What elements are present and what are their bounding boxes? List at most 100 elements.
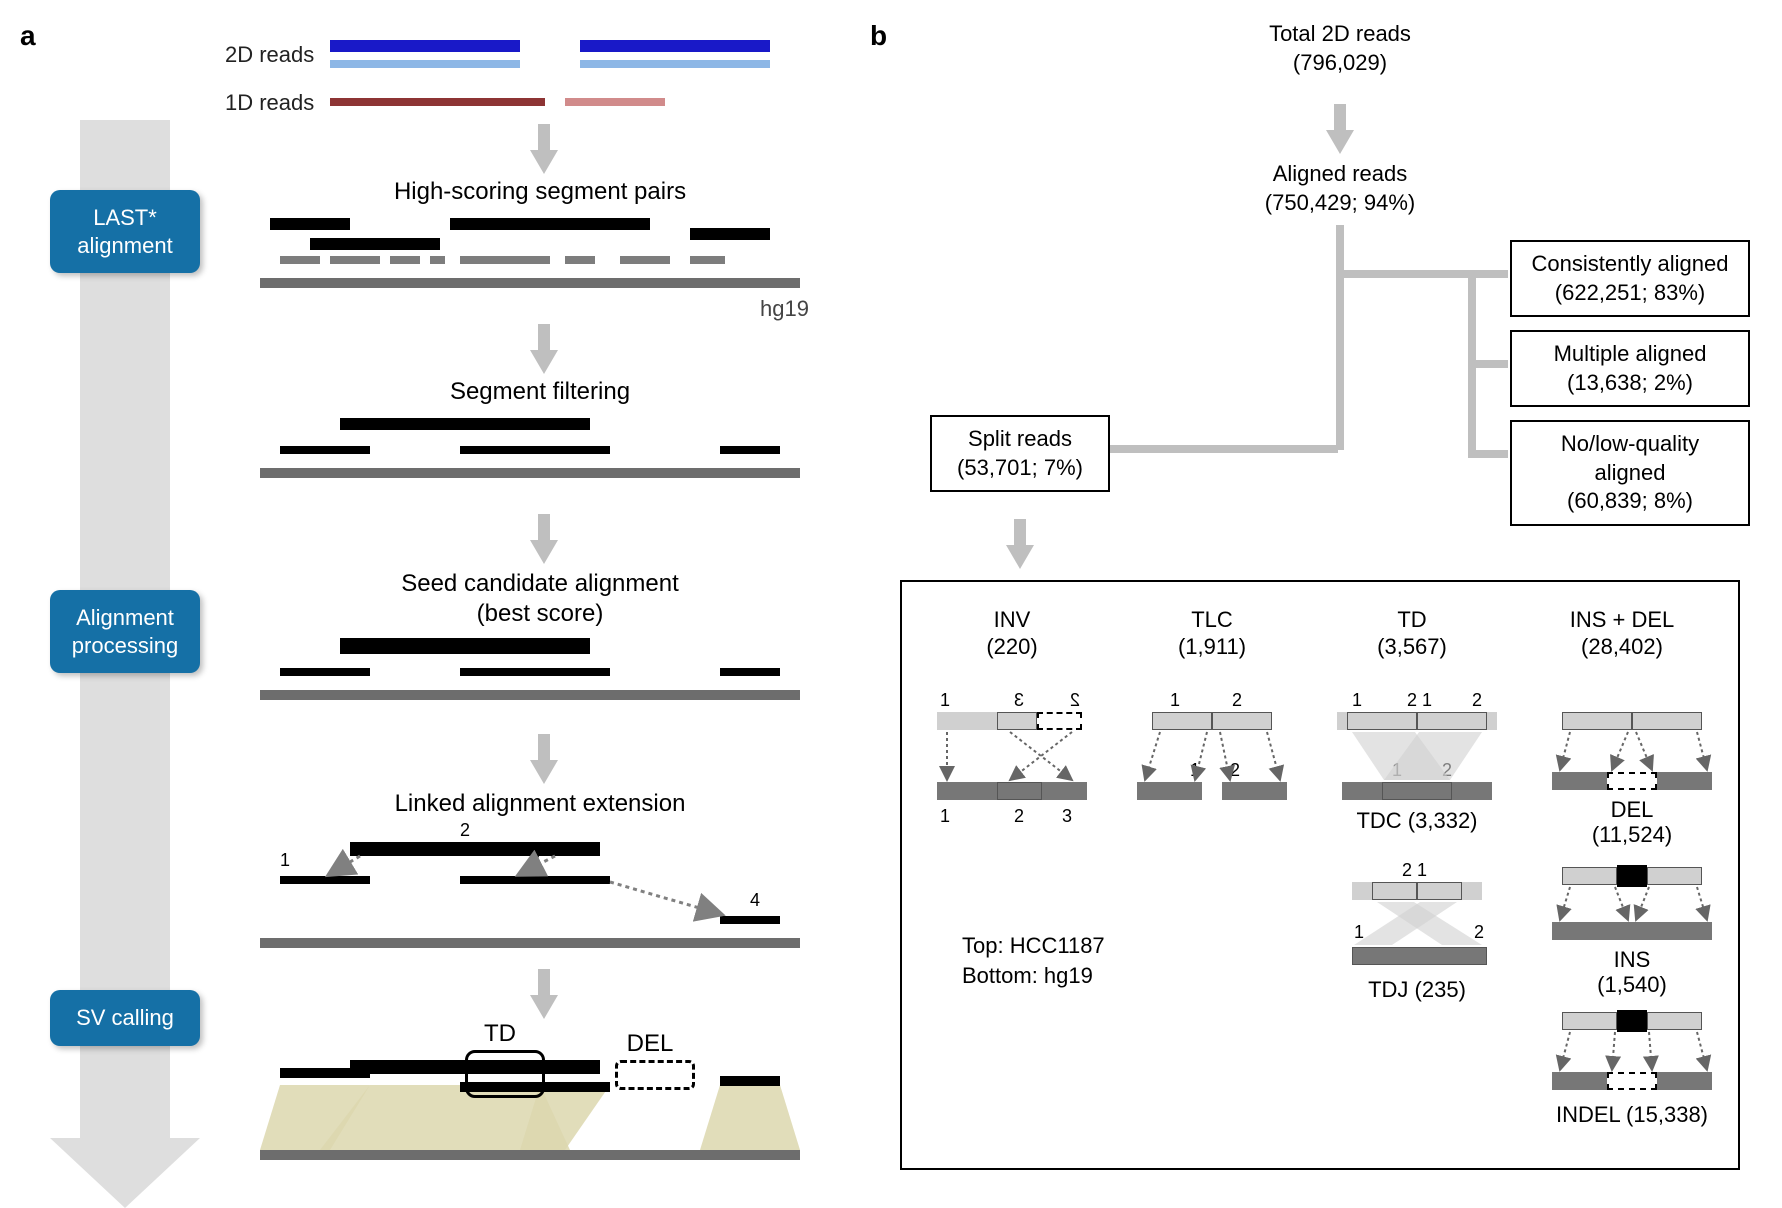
inv-bot-c [1042, 782, 1087, 800]
step-seed-l2: (best score) [280, 600, 800, 628]
inv-b2: 2 [1014, 806, 1024, 827]
read-2d-bot-right [580, 60, 770, 68]
filt-b3 [460, 446, 610, 454]
aligned-l2: (750,429; 94%) [1265, 190, 1415, 215]
step-sv-td: TD [460, 1020, 540, 1048]
svh-td: TD [1342, 607, 1482, 633]
aligned-l1: Aligned reads [1273, 161, 1408, 186]
step-hsp-title: High-scoring segment pairs [280, 178, 800, 206]
seed-b2 [280, 668, 370, 676]
tdc-label: TDC (3,332) [1342, 808, 1492, 834]
box-split: Split reads (53,701; 7%) [930, 415, 1110, 492]
tdj-top-tail-l [1352, 882, 1372, 900]
tlc-b2: 2 [1230, 760, 1240, 781]
arrow-3 [530, 540, 558, 564]
filt-b4 [720, 446, 780, 454]
indel-bot-dash [1607, 1072, 1657, 1090]
del-bot-b [1657, 772, 1712, 790]
seed-best [340, 638, 590, 654]
td-top-tail-r [1487, 712, 1497, 730]
step-sv-del: DEL [610, 1030, 690, 1058]
tdj-top-b [1417, 882, 1462, 900]
del-title: DEL [1562, 797, 1702, 823]
split-l1: Split reads [968, 426, 1072, 451]
del-dashed-box [615, 1060, 695, 1090]
tdj-top-a [1372, 882, 1417, 900]
linked-n4: 4 [750, 890, 760, 911]
hsp-g8 [690, 256, 725, 264]
conn-h2 [1468, 360, 1508, 368]
inv-bot-b [997, 782, 1042, 800]
ins-top-b [1647, 867, 1702, 885]
inv-top-dash [1037, 712, 1082, 730]
ins-title: INS [1562, 947, 1702, 973]
inv-t3: 3 [1014, 690, 1024, 711]
linked-b1 [350, 842, 600, 856]
hsp-g4 [430, 256, 445, 264]
badge-last: LAST*alignment [50, 190, 200, 273]
inv-t1: 1 [940, 690, 950, 711]
badge-align-proc: Alignmentprocessing [50, 590, 200, 673]
hsp-b4 [690, 228, 770, 240]
multiple-l2: (13,638; 2%) [1567, 370, 1693, 395]
indel-label: INDEL (15,338) [1542, 1102, 1722, 1128]
td-top-a [1347, 712, 1417, 730]
svc-insdel: (28,402) [1542, 634, 1702, 660]
tlc-t1: 1 [1170, 690, 1180, 711]
conn-h1 [1336, 270, 1476, 278]
tlc-top-b [1212, 712, 1272, 730]
td-b2: 2 [1442, 760, 1452, 781]
box-consistent: Consistently aligned (622,251; 83%) [1510, 240, 1750, 317]
read-2d-bot-left [330, 60, 520, 68]
badge-sv-calling-text: SV calling [76, 1005, 174, 1030]
del-count: (11,524) [1562, 822, 1702, 848]
panel-b: b Total 2D reads (796,029) Aligned reads… [870, 20, 1760, 1180]
tdj-b2: 2 [1474, 922, 1484, 943]
aligned-reads: Aligned reads (750,429; 94%) [1210, 160, 1470, 217]
td-t21: 2 1 [1407, 690, 1432, 711]
inv-t2: 2 [1070, 690, 1080, 711]
arrow-5 [530, 995, 558, 1019]
tdj-bot [1352, 947, 1487, 965]
panel-a: a LAST*alignment Alignmentprocessing SV … [20, 20, 840, 1180]
legend-1d: 1D reads [225, 90, 314, 116]
svh-inv: INV [942, 607, 1082, 633]
sv-b4 [720, 1076, 780, 1086]
step-filter-title: Segment filtering [280, 378, 800, 406]
panel-a-label: a [20, 20, 36, 52]
sv-legend-top: Top: HCC1187 [962, 932, 1182, 961]
conn-h1b [1468, 270, 1508, 278]
total-l2: (796,029) [1293, 50, 1387, 75]
inv-bot-a [937, 782, 997, 800]
hsp-g3 [390, 256, 420, 264]
hg19-label: hg19 [760, 296, 809, 322]
step-linked-title: Linked alignment extension [280, 790, 800, 818]
indel-top-b [1647, 1012, 1702, 1030]
consistent-l1: Consistently aligned [1532, 251, 1729, 276]
hsp-g5 [460, 256, 550, 264]
panel-b-label: b [870, 20, 887, 52]
ins-count: (1,540) [1562, 972, 1702, 998]
legend-2d: 2D reads [225, 42, 314, 68]
multiple-l1: Multiple aligned [1554, 341, 1707, 366]
td-box [465, 1050, 545, 1098]
process-arrow-head [50, 1138, 200, 1208]
seed-ref [260, 690, 800, 700]
td-t2: 2 [1472, 690, 1482, 711]
b-arrow-1 [1326, 130, 1354, 154]
hsp-ref [260, 278, 800, 288]
ins-top-a [1562, 867, 1617, 885]
ins-top-insert [1617, 865, 1647, 887]
del-bot-dash [1607, 772, 1657, 790]
linked-b2 [280, 876, 370, 884]
linked-b4 [720, 916, 780, 924]
hsp-g1 [280, 256, 320, 264]
box-lowqual: No/low-quality aligned (60,839; 8%) [1510, 420, 1750, 526]
hsp-b2 [310, 238, 440, 250]
ins-bot [1552, 922, 1712, 940]
sv-box: INV (220) TLC (1,911) TD (3,567) INS + D… [900, 580, 1740, 1170]
td-top-tail-l [1337, 712, 1347, 730]
consistent-l2: (622,251; 83%) [1555, 280, 1705, 305]
arrow-1 [530, 150, 558, 174]
svc-tlc: (1,911) [1142, 634, 1282, 660]
